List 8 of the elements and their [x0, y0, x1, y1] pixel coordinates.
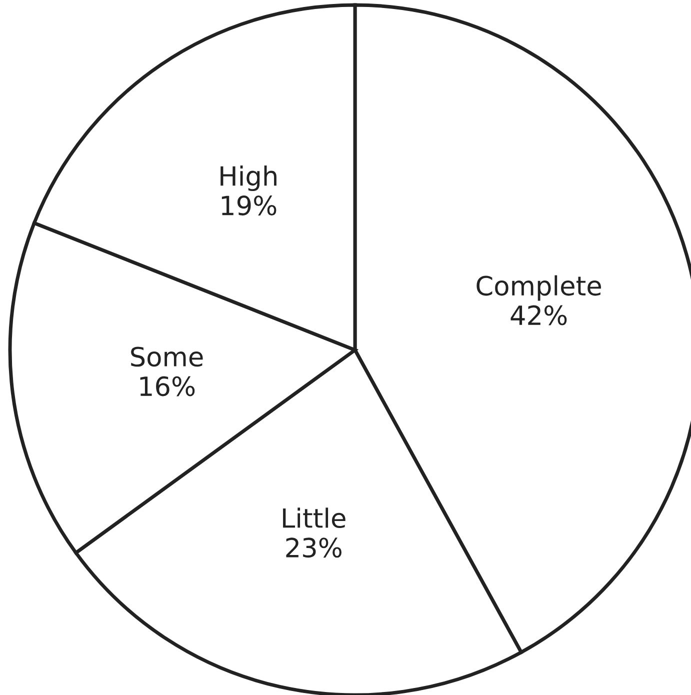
slice-label: Some: [131, 346, 203, 367]
slice-label: Little: [283, 508, 346, 528]
slice-label: Complete: [476, 275, 601, 301]
data-label: 23%: [286, 538, 342, 558]
data-label: 16%: [140, 376, 195, 396]
slice-label: High: [220, 166, 276, 192]
data-label: 19%: [222, 196, 276, 216]
data-label: 42%: [510, 305, 567, 326]
